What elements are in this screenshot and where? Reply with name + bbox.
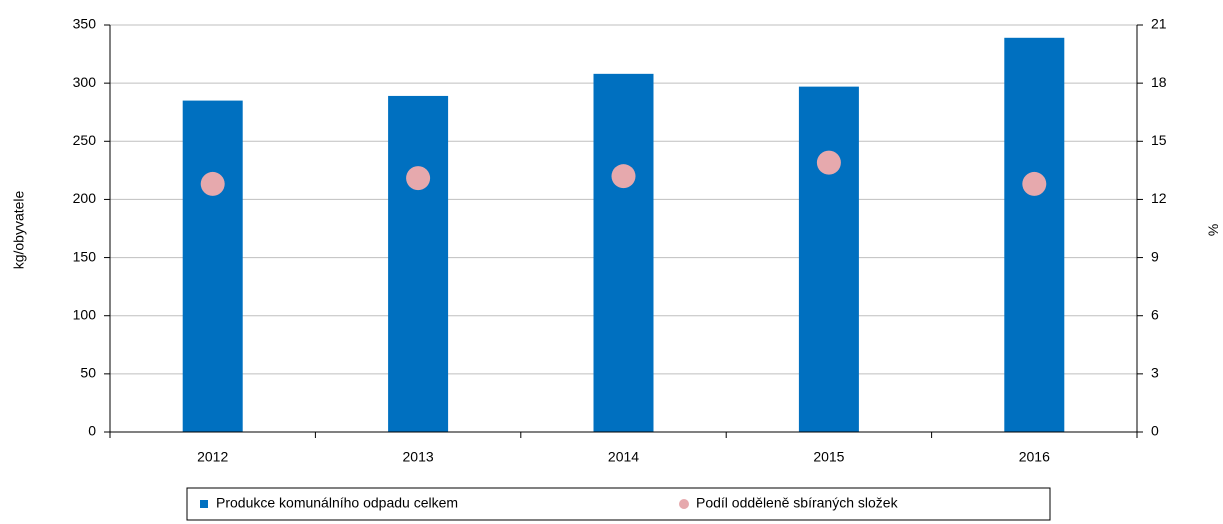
y-tick-label: 200	[73, 190, 97, 206]
x-tick-label: 2016	[1019, 449, 1050, 465]
point	[1022, 171, 1047, 196]
legend-label: Produkce komunálního odpadu celkem	[216, 495, 458, 511]
y-tick-label: 100	[73, 306, 97, 322]
x-tick-label: 2012	[197, 449, 228, 465]
x-tick-label: 2013	[403, 449, 434, 465]
y2-tick-label: 12	[1151, 190, 1167, 206]
x-tick-label: 2014	[608, 449, 639, 465]
y-tick-label: 250	[73, 132, 97, 148]
y2-tick-label: 9	[1151, 248, 1159, 264]
bar	[798, 86, 859, 432]
y-tick-label: 350	[73, 16, 97, 32]
y-axis-label: kg/obyvatele	[11, 190, 27, 269]
point	[406, 166, 431, 191]
legend-marker	[200, 500, 208, 508]
point	[611, 164, 636, 189]
y2-tick-label: 15	[1151, 132, 1167, 148]
y2-tick-label: 21	[1151, 16, 1167, 32]
y2-tick-label: 0	[1151, 423, 1159, 439]
point	[816, 150, 841, 175]
y2-axis-label: %	[1205, 224, 1221, 236]
y-tick-label: 150	[73, 248, 97, 264]
y2-tick-label: 18	[1151, 74, 1167, 90]
legend-label: Podíl odděleně sbíraných složek	[696, 495, 899, 511]
y2-tick-label: 6	[1151, 306, 1159, 322]
y2-tick-label: 3	[1151, 365, 1159, 381]
bar	[182, 100, 243, 432]
bar	[1004, 37, 1065, 432]
y-tick-label: 0	[88, 423, 96, 439]
point	[200, 171, 225, 196]
bar	[388, 95, 449, 432]
x-tick-label: 2015	[813, 449, 844, 465]
y-tick-label: 50	[80, 365, 96, 381]
legend-marker	[679, 499, 689, 509]
y-tick-label: 300	[73, 74, 97, 90]
bar	[593, 73, 654, 432]
legend-box	[186, 487, 1051, 521]
